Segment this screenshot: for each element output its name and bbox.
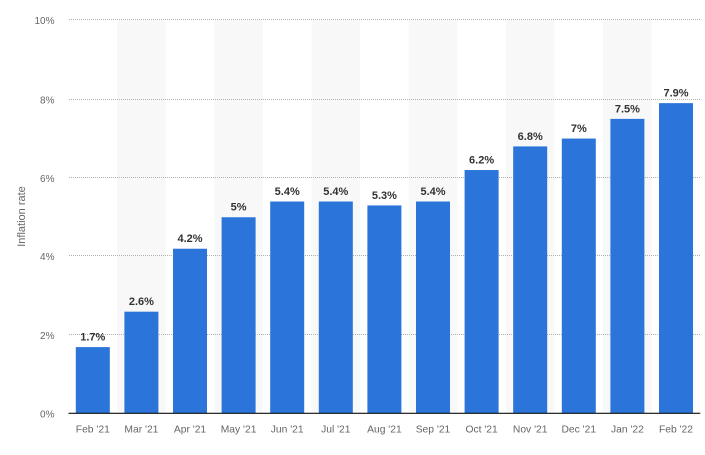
svg-text:7%: 7% <box>571 123 587 135</box>
svg-text:Feb '21: Feb '21 <box>76 425 110 436</box>
svg-text:1.7%: 1.7% <box>80 332 105 344</box>
svg-text:7.9%: 7.9% <box>663 88 688 100</box>
svg-text:0%: 0% <box>40 410 55 421</box>
svg-text:4.2%: 4.2% <box>177 233 202 245</box>
svg-text:Apr '21: Apr '21 <box>174 425 207 436</box>
svg-text:5.3%: 5.3% <box>372 190 397 202</box>
svg-text:Jun '21: Jun '21 <box>271 425 304 436</box>
svg-text:5%: 5% <box>231 202 247 214</box>
svg-text:5.4%: 5.4% <box>275 186 300 198</box>
svg-text:Nov '21: Nov '21 <box>513 425 548 436</box>
svg-text:6.8%: 6.8% <box>518 131 543 143</box>
svg-text:Feb '22: Feb '22 <box>659 425 693 436</box>
svg-text:Oct '21: Oct '21 <box>465 425 498 436</box>
svg-text:7.5%: 7.5% <box>615 103 640 115</box>
svg-text:Dec '21: Dec '21 <box>562 425 597 436</box>
svg-text:Jan '22: Jan '22 <box>611 425 644 436</box>
svg-text:May '21: May '21 <box>221 425 257 436</box>
svg-text:8%: 8% <box>40 96 55 107</box>
svg-text:Jul '21: Jul '21 <box>321 425 351 436</box>
svg-text:Inflation rate: Inflation rate <box>16 186 28 247</box>
svg-text:Sep '21: Sep '21 <box>416 425 451 436</box>
svg-text:5.4%: 5.4% <box>420 186 445 198</box>
svg-text:Mar '21: Mar '21 <box>124 425 158 436</box>
svg-text:4%: 4% <box>40 252 55 263</box>
svg-text:10%: 10% <box>34 16 54 27</box>
svg-text:2.6%: 2.6% <box>129 296 154 308</box>
svg-text:5.4%: 5.4% <box>323 186 348 198</box>
svg-text:2%: 2% <box>40 331 55 342</box>
svg-text:6%: 6% <box>40 174 55 185</box>
svg-text:Aug '21: Aug '21 <box>367 425 402 436</box>
svg-text:6.2%: 6.2% <box>469 154 494 166</box>
